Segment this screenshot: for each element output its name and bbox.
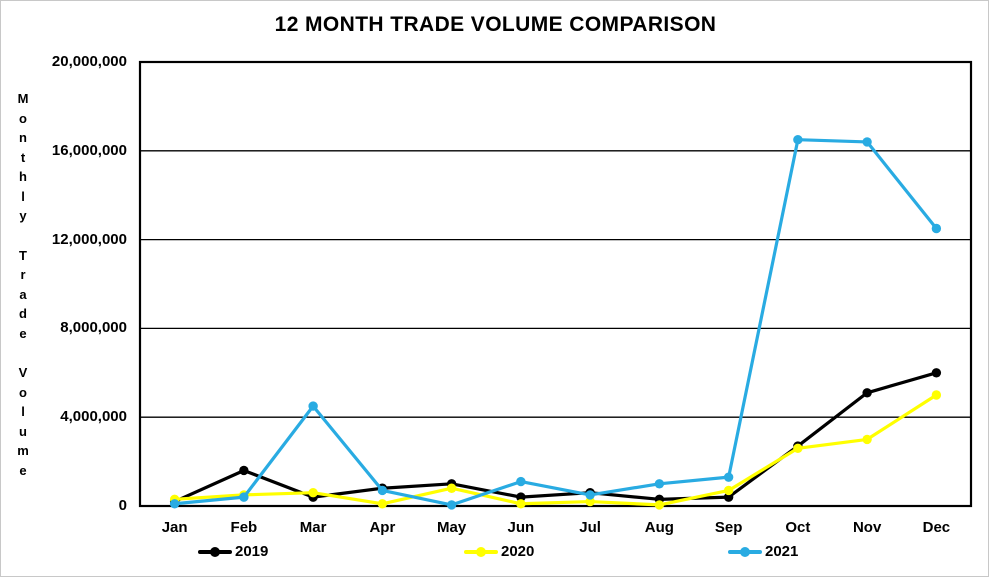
y-tick-label: 16,000,000 (51, 141, 127, 159)
y-axis-title-letter: r (20, 267, 26, 282)
y-axis-title-letter: e (19, 325, 27, 341)
point-2020-Jul (585, 496, 595, 507)
x-axis-label-apr: Apr (369, 519, 396, 536)
point-2019-Jun (516, 492, 526, 502)
x-axis-label-sep: Sep (714, 519, 743, 536)
point-2020-Dec (931, 390, 942, 400)
point-2021-Dec (931, 223, 942, 234)
point-2020-Aug (654, 500, 665, 510)
y-axis-title-letter: l (21, 404, 25, 419)
point-2021-Aug (654, 479, 665, 489)
point-2020-Nov (862, 434, 872, 445)
x-axis-label-aug: Aug (644, 519, 674, 536)
y-tick-label: 8,000,000 (60, 319, 127, 337)
legend-marker-dot (476, 547, 486, 557)
line-2021 (174, 138, 938, 507)
point-2021-Jan (169, 499, 180, 509)
y-axis-title-letter: V (18, 365, 28, 380)
point-2019-Dec (931, 368, 942, 378)
y-axis-title-letter: o (19, 110, 27, 126)
y-tick-label: 0 (118, 497, 127, 514)
point-2019-Feb (239, 465, 249, 476)
legend-marker-line (464, 547, 498, 557)
point-2021-Nov (862, 137, 872, 147)
x-axis-label-jul: Jul (579, 519, 601, 536)
legend-item-2020: 2020 (464, 542, 534, 562)
y-tick-label: 4,000,000 (60, 408, 127, 426)
point-2020-Sep (723, 485, 734, 496)
point-2020-Mar (308, 487, 318, 498)
y-tick-label: 12,000,000 (51, 230, 127, 248)
legend-item-2021: 2021 (728, 542, 798, 562)
legend-label-2020: 2020 (501, 543, 535, 560)
y-axis-title-letter: d (19, 306, 27, 321)
point-2021-Jul (585, 490, 595, 500)
y-axis-title-letter: u (19, 423, 27, 439)
y-axis-title-letter: m (17, 443, 29, 458)
point-2021-Mar (308, 401, 318, 411)
legend-marker-line (728, 547, 762, 557)
x-axis-label-may: May (437, 519, 467, 536)
y-axis-title-letter: l (21, 188, 25, 204)
y-axis-title-letter: e (19, 462, 27, 478)
line-2020 (174, 393, 938, 507)
point-2020-Jun (516, 499, 526, 509)
point-2021-Jun (516, 476, 526, 487)
legend-label-2019: 2019 (235, 543, 269, 560)
y-axis-title-letter: n (19, 130, 27, 145)
y-axis-title-letter: h (19, 169, 27, 184)
point-2021-Apr (377, 485, 388, 496)
legend-marker-dot (740, 547, 750, 557)
legend-marker-dot (210, 547, 220, 557)
series-2019 (169, 368, 942, 507)
point-2019-Nov (862, 388, 872, 398)
y-axis-title-letter: o (19, 384, 27, 400)
chart-title: 12 MONTH TRADE VOLUME COMPARISON (274, 13, 717, 36)
y-axis-title-letter: M (17, 91, 29, 106)
point-2020-Oct (793, 443, 803, 453)
point-2021-May (446, 500, 457, 510)
x-axis-label-nov: Nov (852, 519, 882, 536)
x-axis-label-oct: Oct (785, 519, 811, 536)
x-axis-label-mar: Mar (299, 519, 327, 536)
y-axis-title-letter: a (19, 286, 27, 302)
x-axis-label-dec: Dec (922, 519, 951, 536)
y-axis-title-letter: T (19, 247, 27, 263)
point-2021-Oct (793, 135, 803, 145)
y-axis-title-letter: y (19, 208, 27, 223)
x-axis-label-jun: Jun (507, 519, 535, 536)
point-2021-Sep (723, 472, 734, 482)
series-2020 (169, 390, 942, 510)
point-2020-May (446, 483, 457, 493)
point-2020-Apr (377, 499, 388, 509)
legend-item-2019: 2019 (198, 542, 268, 562)
point-2019-Sep (723, 492, 734, 502)
legend-marker-line (198, 547, 232, 557)
point-2021-Feb (239, 492, 249, 502)
plot-border (138, 60, 973, 508)
x-axis-label-jan: Jan (161, 519, 188, 536)
y-tick-label: 20,000,000 (51, 53, 127, 70)
x-axis-label-feb: Feb (230, 519, 258, 536)
y-axis-title-letter: t (20, 149, 26, 165)
series-2021 (169, 135, 942, 510)
legend-label-2021: 2021 (765, 543, 799, 560)
